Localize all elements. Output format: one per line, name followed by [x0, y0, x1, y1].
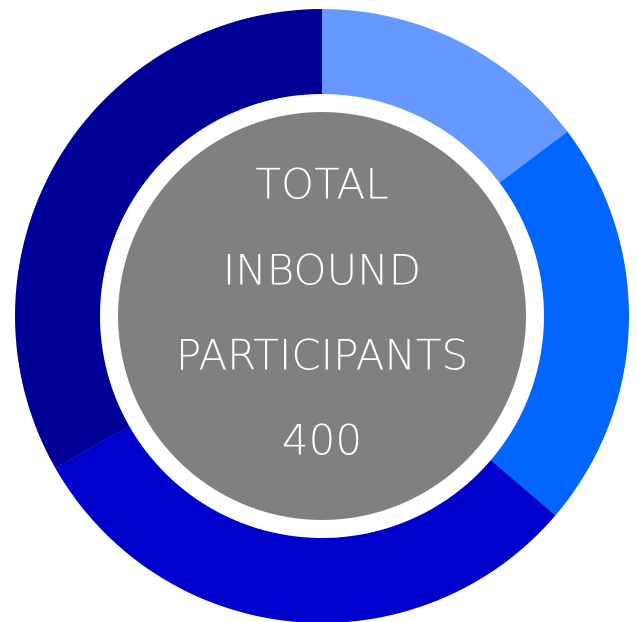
donut-slice	[15, 9, 322, 469]
donut-slice	[55, 425, 556, 622]
center-label: PARTICIPANTS	[176, 331, 468, 380]
center-text: TOTAL INBOUND PARTICIPANTS 400	[176, 160, 468, 465]
center-label: TOTAL	[255, 160, 388, 209]
donut	[15, 9, 629, 622]
center-label: INBOUND	[223, 246, 421, 295]
donut-slice	[322, 9, 568, 183]
donut-slice	[490, 131, 629, 516]
center-total: 400	[282, 416, 362, 465]
center-disc	[118, 112, 526, 520]
